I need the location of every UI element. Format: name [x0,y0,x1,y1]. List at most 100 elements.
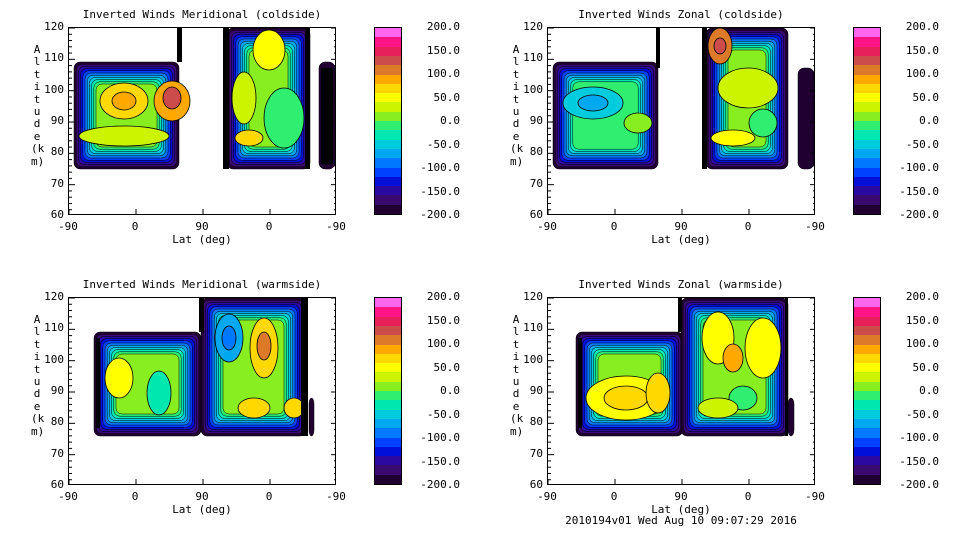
colorbar-band [375,456,401,466]
x-axis-label: Lat (deg) [172,503,232,516]
colorbar-band [375,344,401,354]
contour-level [710,129,756,147]
colorbar-band [375,93,401,103]
x-axis-label: Lat (deg) [651,503,711,516]
colorbar-band [854,298,880,308]
colorbar-tick-label: 50.0 [912,360,940,374]
contour-level [231,71,257,125]
colorbar-band [854,46,880,56]
colorbar-tick-label: -50.0 [905,407,939,421]
chart-panel: Inverted Winds Zonal (coldside) Altitude … [479,0,958,270]
y-tick-label: 60 [50,208,64,221]
y-tick-label: 110 [44,51,64,65]
colorbar-band [375,409,401,419]
y-tick-label: 70 [50,446,64,460]
y-tick-label: 120 [523,20,543,33]
colorbar-band [854,335,880,345]
colorbar-band [854,130,880,140]
contour-level [146,370,172,416]
colorbar-band [375,46,401,56]
colorbar-tick-label: 200.0 [426,20,460,33]
y-tick-label: 60 [50,478,64,491]
colorbar-tick-label: -200.0 [899,478,939,491]
colorbar-tick-label: 100.0 [426,67,460,80]
colorbar-band [375,176,401,187]
colorbar-band [375,400,401,410]
colorbar-band [854,456,880,466]
x-axis-label: Lat (deg) [172,233,232,246]
colorbar-tick-label: -50.0 [426,137,460,151]
y-axis-label: Altitude (km) [31,313,45,438]
contour-plot-area [68,297,336,485]
colorbar-band [854,325,880,336]
colorbar-band [375,55,401,66]
y-axis-label: Altitude (km) [31,43,45,168]
y-tick-label: 120 [44,290,64,303]
colorbar-band [854,148,880,159]
colorbar-band [854,381,880,392]
colorbar-band [375,335,401,345]
colorbar-band [854,437,880,447]
y-tick-label: 120 [44,20,64,33]
colorbar-tick-label: 100.0 [426,337,460,350]
colorbar-tick-label: -100.0 [420,431,460,444]
contour-level [603,385,649,411]
chart-panel: Inverted Winds Meridional (coldside) Alti… [0,0,479,270]
colorbar-band [854,74,880,84]
contour-level [256,331,272,361]
colorbar-band [854,363,880,373]
colorbar-tick-label: -150.0 [899,184,939,198]
colorbar [853,297,881,485]
x-tick-label: 0 [265,220,273,233]
x-tick-label: 0 [610,220,618,233]
x-tick-label: 0 [610,490,618,503]
colorbar-band [854,428,880,438]
contour-level [744,317,782,379]
colorbar-band [854,418,880,429]
contour-level [645,372,671,414]
colorbar-band [375,65,401,75]
contour-plot-area [68,27,336,215]
x-tick-label: 0 [131,220,139,233]
colorbar-band [854,446,880,457]
contour-plot [548,298,814,484]
colorbar-band [854,195,880,205]
y-axis-label: Altitude (km) [510,313,524,438]
colorbar-band [854,465,880,475]
colorbar-tick-label: -200.0 [420,208,460,221]
contour-plot [69,28,335,214]
colorbar-band [375,195,401,205]
chart-panel: Inverted Winds Meridional (warmside) Alti… [0,270,479,540]
x-axis-label: Lat (deg) [651,233,711,246]
colorbar-band [854,158,880,168]
colorbar-band [854,344,880,354]
y-tick-label: 110 [44,321,64,335]
y-tick-label: 60 [529,208,543,221]
colorbar-tick-label: 150.0 [426,43,460,57]
colorbar-band [854,353,880,364]
colorbar [374,297,402,485]
data-gap-bar [305,28,310,169]
data-gap-bar [785,298,788,436]
contour-level [713,37,727,55]
colorbar-band [854,307,880,317]
colorbar-band [375,186,401,196]
y-tick-label: 90 [529,114,543,127]
colorbar-tick-label: 150.0 [905,313,939,327]
colorbar-band [854,37,880,47]
colorbar-band [854,186,880,196]
colorbar-tick-label: -50.0 [905,137,939,151]
colorbar-tick-label: -200.0 [420,478,460,491]
x-tick-label: 0 [744,490,752,503]
y-tick-label: 70 [50,176,64,190]
colorbar-band [375,325,401,336]
contour-level [722,343,744,373]
contour-level [237,397,271,419]
colorbar-tick-label: -100.0 [420,161,460,174]
colorbar-band [375,372,401,382]
contour-band [308,397,315,437]
colorbar-tick-label: -150.0 [899,454,939,468]
colorbar-band [375,307,401,317]
contour-level [162,86,182,110]
colorbar-band [854,65,880,75]
